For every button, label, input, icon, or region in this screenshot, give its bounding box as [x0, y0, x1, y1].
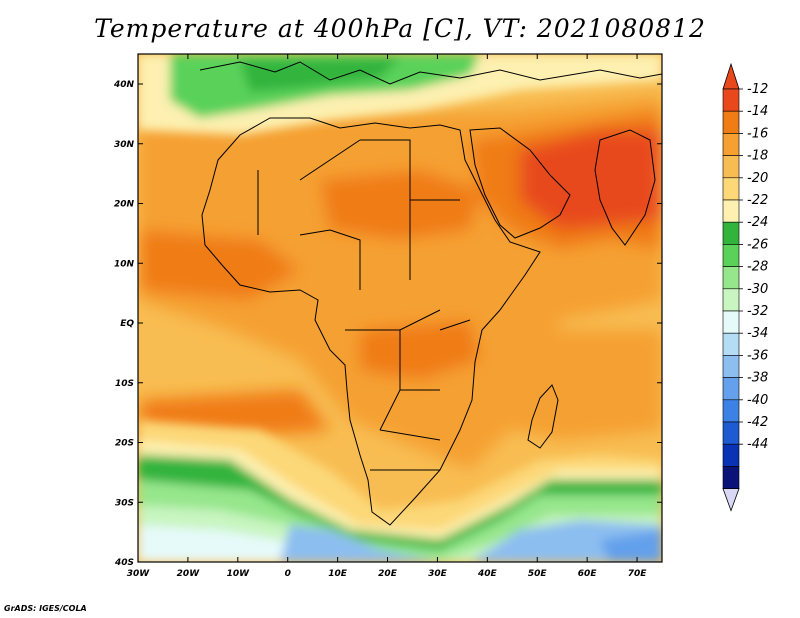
africa-coastline: [201, 117, 541, 526]
lon-tick-label: 60E: [578, 569, 598, 579]
lat-tick-label: 10N: [114, 259, 135, 269]
colorbar-label: -34: [747, 326, 768, 341]
colorbar-label: -38: [747, 371, 768, 386]
grads-credit: GrADS: IGES/COLA: [4, 604, 87, 613]
colorbar-swatch: [722, 443, 740, 467]
colorbar-label: -44: [747, 437, 768, 452]
colorbar-swatch: [722, 421, 740, 445]
colorbar-bottom-arrow: [722, 488, 740, 512]
colorbar-label: -32: [747, 304, 768, 319]
chart-title: Temperature at 400hPa [C], VT: 202108081…: [94, 14, 706, 43]
lon-tick-label: 10E: [328, 569, 348, 579]
colorbar: -12 -14 -16 -18 -20 -22 -24 -26 -28 -30 -32 -34 -36 -…: [722, 62, 768, 512]
coastlines: [199, 61, 662, 526]
colorbar-swatch: [722, 199, 740, 223]
lon-tick-label: 0: [285, 569, 291, 579]
colorbar-label: -30: [747, 282, 768, 297]
arabia: [469, 127, 571, 239]
lon-tick-label: 30W: [127, 569, 151, 579]
lat-tick-label: 30N: [114, 140, 135, 150]
colorbar-swatch: [722, 133, 740, 156]
lat-tick-label: 40S: [114, 558, 134, 568]
colorbar-label: -20: [747, 171, 768, 186]
lat-tick-label: 30S: [115, 498, 134, 508]
colorbar-top-arrow: [722, 62, 740, 90]
europe-coast: [199, 61, 662, 85]
colorbar-label: -14: [747, 104, 768, 119]
lon-tick-label: 30E: [428, 569, 448, 579]
sahara-borders: [257, 139, 460, 290]
colorbar-swatch: [722, 221, 740, 245]
colorbar-swatch: [722, 399, 740, 423]
colorbar-swatch: [722, 466, 740, 489]
colorbar-label: -42: [747, 415, 768, 430]
lon-tick-label: 40E: [477, 569, 498, 579]
colorbar-swatch: [722, 244, 740, 267]
axis-ticks: 30W 20W 10W 0 10E 20E 30E 40E 50E 60E 70E 40N 30N 20N…: [113, 54, 662, 579]
colorbar-swatch: [722, 155, 740, 179]
colorbar-swatch: [722, 310, 740, 334]
colorbar-swatch: [722, 377, 740, 401]
central-borders: [345, 309, 471, 471]
colorbar-swatch: [722, 332, 740, 356]
lon-tick-label: 10W: [227, 569, 251, 579]
colorbar-label: -36: [747, 348, 768, 363]
colorbar-label: -16: [747, 126, 768, 141]
lat-tick-label: 10S: [115, 379, 134, 389]
lat-tick-label: 20N: [114, 200, 135, 210]
colorbar-swatch: [722, 110, 740, 134]
lon-tick-label: 20E: [378, 569, 398, 579]
colorbar-label: -24: [747, 215, 768, 230]
colorbar-label: -40: [747, 393, 768, 408]
lon-tick-label: 70E: [628, 569, 648, 579]
colorbar-label: -22: [747, 193, 768, 208]
colorbar-label: -18: [747, 149, 768, 164]
colorbar-swatch: [722, 355, 740, 378]
colorbar-label: -26: [747, 237, 768, 252]
map-frame: [137, 53, 663, 563]
colorbar-label: -28: [747, 260, 768, 275]
colorbar-swatch: [722, 266, 740, 290]
colorbar-swatch: [722, 88, 740, 112]
lon-tick-label: 20W: [177, 569, 201, 579]
lat-tick-label: 20S: [115, 439, 134, 449]
colorbar-swatch: [722, 288, 740, 312]
colorbar-label: -12: [747, 82, 768, 97]
lat-tick-label: EQ: [120, 319, 134, 329]
temperature-field: [138, 54, 662, 562]
lon-tick-label: 50E: [528, 569, 548, 579]
india: [594, 129, 656, 246]
madagascar: [527, 384, 559, 449]
colorbar-swatch: [722, 177, 740, 201]
lat-tick-label: 40N: [113, 80, 135, 90]
